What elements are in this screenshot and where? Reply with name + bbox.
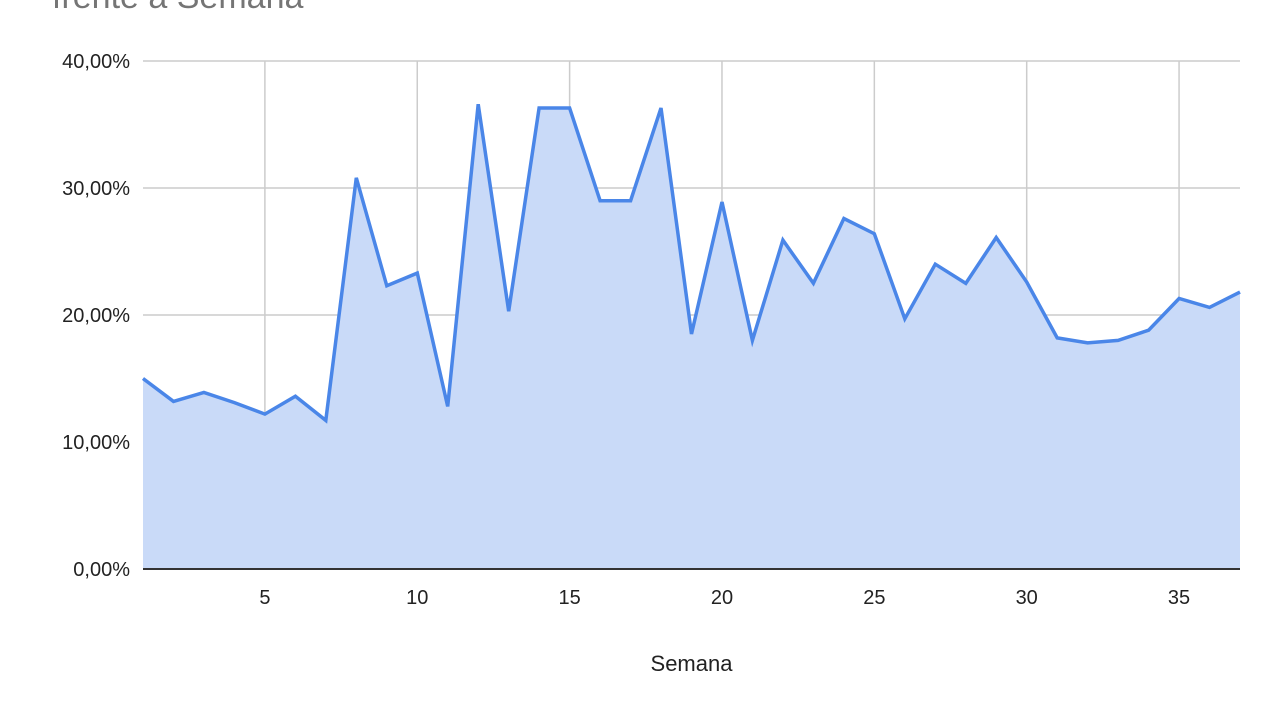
- y-tick-label: 10,00%: [62, 432, 130, 454]
- x-tick-labels: 5 10 15 20 25 30 35: [259, 587, 1190, 609]
- x-tick-label: 15: [558, 587, 580, 609]
- x-tick-label: 25: [863, 587, 885, 609]
- series-line: [141, 103, 1241, 424]
- x-tick-label: 30: [1016, 587, 1038, 609]
- x-axis-title: Semana: [651, 651, 734, 676]
- y-tick-label: 20,00%: [62, 305, 130, 327]
- y-tick-labels: 0,00% 10,00% 20,00% 30,00% 40,00%: [62, 51, 130, 581]
- x-tick-label: 35: [1168, 587, 1190, 609]
- y-tick-label: 0,00%: [73, 559, 130, 581]
- x-tick-label: 20: [711, 587, 733, 609]
- chart-title: frente a Semana: [52, 0, 303, 17]
- x-tick-label: 10: [406, 587, 428, 609]
- series-area: [143, 104, 1240, 569]
- x-tick-label: 5: [259, 587, 270, 609]
- y-tick-label: 30,00%: [62, 178, 130, 200]
- y-tick-label: 40,00%: [62, 51, 130, 73]
